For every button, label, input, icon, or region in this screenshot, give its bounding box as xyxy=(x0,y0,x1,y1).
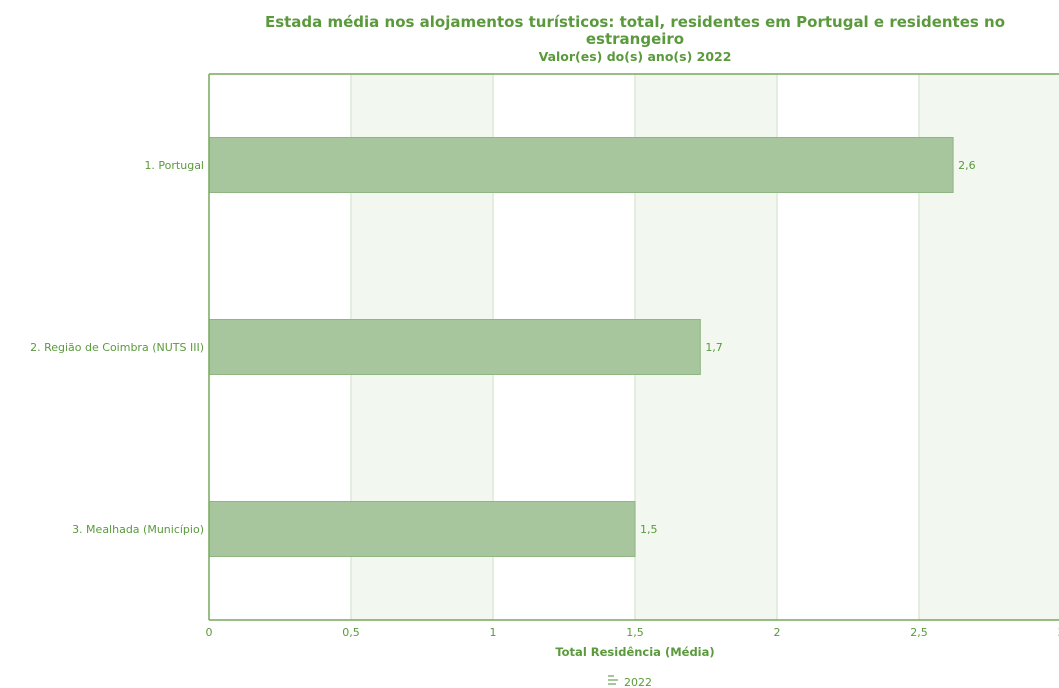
x-tick-label: 2 xyxy=(774,626,781,639)
x-tick-label: 3 xyxy=(1058,626,1059,639)
plot-frame xyxy=(208,73,1059,621)
category-label: 1. Portugal xyxy=(144,159,204,172)
chart-title-line1: Estada média nos alojamentos turísticos:… xyxy=(265,13,1005,31)
category-labels: 1. Portugal 2. Região de Coimbra (NUTS II… xyxy=(30,159,204,536)
bar-value-label: 1,7 xyxy=(705,341,723,354)
category-label: 3. Mealhada (Município) xyxy=(72,523,204,536)
x-tick-label: 1,5 xyxy=(626,626,644,639)
bar[interactable] xyxy=(208,501,636,557)
x-tick-label: 2,5 xyxy=(910,626,928,639)
bar[interactable] xyxy=(208,319,701,375)
bar-value-label: 1,5 xyxy=(640,523,658,536)
bar[interactable] xyxy=(208,137,954,193)
x-axis-label: Total Residência (Média) xyxy=(555,645,714,659)
bar-value-label: 2,6 xyxy=(958,159,976,172)
x-tick-label: 0 xyxy=(206,626,213,639)
x-tick-label: 1 xyxy=(490,626,497,639)
bars xyxy=(208,137,954,557)
category-label: 2. Região de Coimbra (NUTS III) xyxy=(30,341,204,354)
chart-title-line2: estrangeiro xyxy=(586,30,684,48)
chart-subtitle: Valor(es) do(s) ano(s) 2022 xyxy=(539,49,732,64)
legend-bars-icon xyxy=(608,675,618,685)
x-tick-labels: 0 0,5 1 1,5 2 2,5 3 xyxy=(206,626,1059,639)
x-tick-label: 0,5 xyxy=(342,626,360,639)
legend-label: 2022 xyxy=(624,676,652,688)
value-labels: 2,6 1,7 1,5 xyxy=(640,159,976,536)
legend[interactable]: 2022 xyxy=(608,675,652,688)
